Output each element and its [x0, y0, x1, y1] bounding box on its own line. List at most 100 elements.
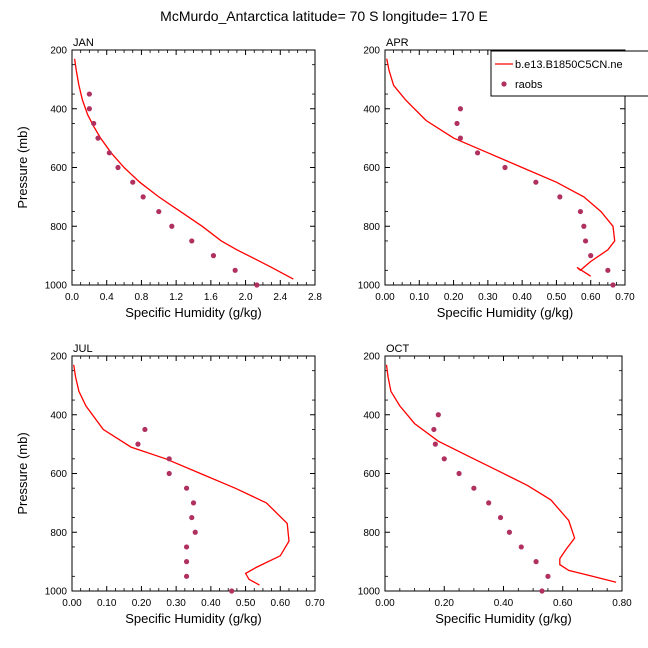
raobs-point	[441, 456, 447, 462]
y-tick-label: 200	[50, 46, 67, 57]
x-tick-label: 2.8	[308, 292, 322, 303]
x-tick-label: 0.60	[553, 598, 573, 609]
model-profile-line	[386, 58, 616, 277]
y-tick-label: 200	[363, 46, 380, 57]
legend-box	[490, 50, 648, 97]
x-tick-label: 0.40	[494, 598, 514, 609]
x-axis-label: Specific Humidity (g/kg)	[435, 611, 572, 626]
raobs-point	[486, 500, 492, 506]
raobs-point	[189, 238, 195, 244]
raobs-point	[192, 529, 198, 535]
raobs-point	[454, 120, 460, 127]
y-tick-label: 600	[363, 469, 380, 480]
plot-frame	[71, 355, 316, 592]
raobs-point	[189, 514, 195, 521]
y-tick-label: 800	[50, 528, 67, 539]
x-tick-label: 0.20	[444, 292, 464, 303]
x-tick-label: 0.40	[512, 292, 532, 303]
x-tick-label: 0.80	[612, 598, 632, 609]
x-tick-label: 0.8	[134, 292, 148, 303]
raobs-point	[435, 412, 441, 418]
panel-oct: OCT 0.00 0.20 0.40 0.60 0.80 200 400 600 800 1000 S…	[358, 343, 632, 626]
panel-label: OCT	[386, 343, 410, 355]
raobs-point	[130, 179, 136, 185]
raobs-point	[169, 223, 175, 229]
y-axis-label: Pressure (mb)	[15, 126, 30, 208]
panel-apr: APR 0.00 0.10 0.20 0.30 0.40 0.50 0.60 0.70 200 40…	[358, 37, 635, 320]
raobs-point	[183, 573, 190, 579]
x-tick-label: 0.20	[435, 598, 455, 609]
legend-model-label: b.e13.B1850C5CN.ne	[515, 59, 623, 71]
panels: JAN 0.0 0.4 0.8 1.2 1.6 2.0 2.4 2.8 200 400 600 800 1…	[15, 37, 635, 626]
raobs-point	[457, 135, 464, 141]
panel-label: APR	[386, 37, 409, 49]
y-tick-label: 200	[363, 352, 380, 363]
x-tick-label: 0.40	[201, 598, 221, 609]
raobs-point	[135, 441, 141, 447]
y-tick-label: 800	[363, 528, 380, 539]
raobs-point	[190, 500, 197, 506]
raobs-point	[582, 238, 589, 244]
x-tick-label: 2.0	[239, 292, 253, 303]
figure-title: McMurdo_Antarctica latitude= 70 S longit…	[160, 8, 488, 24]
raobs-point	[254, 282, 260, 288]
model-profile-line	[73, 364, 290, 586]
y-tick-label: 400	[50, 410, 67, 421]
raobs-point	[183, 544, 190, 550]
x-axis-label: Specific Humidity (g/kg)	[125, 305, 262, 320]
panel-jul: JUL 0.00 0.10 0.20 0.30 0.40 0.50 0.60 0.70 200 40…	[15, 343, 325, 626]
y-tick-label: 1000	[358, 281, 381, 292]
x-tick-label: 0.60	[271, 598, 291, 609]
x-tick-label: 0.50	[547, 292, 567, 303]
model-profile-line	[73, 58, 294, 280]
raobs-point	[539, 588, 545, 594]
panel-label: JUL	[73, 343, 93, 355]
x-tick-label: 0.10	[410, 292, 430, 303]
y-tick-label: 600	[50, 469, 67, 480]
y-tick-label: 1000	[358, 587, 381, 598]
legend-raobs-label: raobs	[515, 79, 543, 91]
y-tick-label: 200	[50, 352, 67, 363]
raobs-point	[588, 253, 594, 259]
raobs-point	[432, 441, 438, 447]
x-tick-label: 0.30	[478, 292, 498, 303]
y-tick-label: 1000	[45, 281, 68, 292]
raobs-point	[577, 208, 584, 215]
raobs-point	[210, 253, 217, 259]
raobs-point	[183, 485, 190, 491]
raobs-point	[140, 194, 146, 200]
x-tick-label: 1.2	[169, 292, 183, 303]
raobs-point	[518, 544, 524, 550]
x-tick-label: 0.30	[166, 598, 186, 609]
x-tick-label: 0.70	[615, 292, 635, 303]
raobs-point	[557, 194, 563, 200]
raobs-point	[106, 150, 112, 156]
model-profile-line	[385, 364, 617, 583]
panel-label: JAN	[73, 37, 94, 49]
x-tick-label: 0.4	[100, 292, 114, 303]
raobs-point	[497, 514, 504, 521]
raobs-point	[610, 282, 616, 288]
y-tick-label: 400	[363, 104, 380, 115]
x-tick-label: 0.10	[97, 598, 117, 609]
raobs-point	[91, 120, 97, 127]
raobs-point	[166, 470, 172, 477]
legend-raobs-marker-swatch	[501, 81, 507, 87]
x-tick-label: 0.00	[375, 292, 395, 303]
raobs-point	[431, 426, 437, 433]
y-tick-label: 800	[363, 222, 380, 233]
raobs-point	[533, 559, 539, 565]
x-tick-label: 0.00	[375, 598, 395, 609]
raobs-point	[142, 426, 148, 433]
legend: b.e13.B1850C5CN.ne raobs	[490, 50, 648, 97]
raobs-point	[581, 223, 587, 229]
x-tick-label: 2.4	[273, 292, 287, 303]
raobs-point	[95, 135, 101, 141]
x-tick-label: 0.50	[236, 598, 256, 609]
x-axis-label: Specific Humidity (g/kg)	[437, 305, 574, 320]
raobs-point	[232, 267, 238, 273]
x-axis-label: Specific Humidity (g/kg)	[125, 611, 262, 626]
y-tick-label: 800	[50, 222, 67, 233]
x-tick-label: 0.00	[62, 598, 82, 609]
